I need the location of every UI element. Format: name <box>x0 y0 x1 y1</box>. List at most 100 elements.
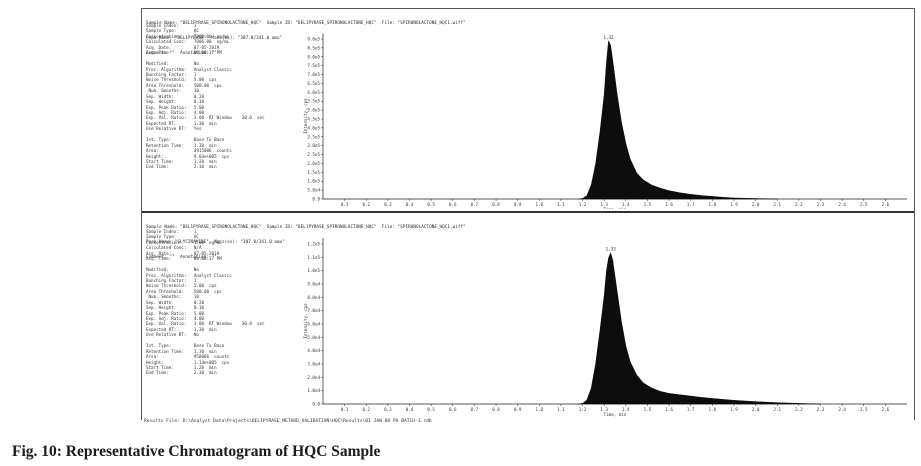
panel-bottom: Sample Name: "DEL1PYRASE_SPIRONOLACTONE_… <box>142 211 914 420</box>
parameter-row: Exp. Adj. Ratio: 4.00 <box>146 316 204 321</box>
parameter-row: Sample Index: 1 <box>146 23 197 28</box>
parameter-row: Noise Threshold: 5.00 cps <box>146 283 217 289</box>
peak-label: 1.33 <box>606 247 617 252</box>
parameter-row: Expected RT: 1.30 min <box>146 120 217 126</box>
parameter-row: Start Time: 1.20 min <box>146 364 217 370</box>
y-tick-label: 7.0e5 <box>307 72 320 77</box>
parameter-row: Sample Type: QC <box>146 234 199 240</box>
y-tick-label: 7.0e4 <box>307 308 320 313</box>
y-tick-label: 2.0e4 <box>307 375 320 380</box>
parameter-row: Start Time: 1.20 min <box>146 158 217 164</box>
x-tick-label: 0.5 <box>427 202 435 207</box>
parameter-row: Acq. Date: 07-05-2019 <box>146 250 220 256</box>
parameter-row: Retention Time: 1.30 min <box>146 348 217 354</box>
panel-header: Sample Name: "DEL1PYRASE_SPIRONOLACTONE_… <box>146 10 466 65</box>
x-tick-label: 1.2 <box>579 407 587 412</box>
parameter-row: Modified: No <box>146 267 199 273</box>
results-file-path: Results File: D:\Analyst Data\Projects\D… <box>144 419 432 424</box>
x-tick-label: 2.2 <box>795 407 803 412</box>
parameter-row: Sample Index: 1 <box>146 229 197 234</box>
x-tick-label: 0.9 <box>514 407 522 412</box>
parameter-row: Sep. Height: 0.10 <box>146 99 204 105</box>
panel-top: Sample Name: "DEL1PYRASE_SPIRONOLACTONE_… <box>142 9 914 209</box>
parameter-row: Modified: No <box>146 61 199 67</box>
parameter-row: Height: 1.14e+005 cps <box>146 359 230 365</box>
chromatogram-chart: 9.0e5 8.5e5 8.0e5 7.5e5 7.0e5 6.5e5 6.0e5 5.5e5… <box>303 33 907 209</box>
parameter-row: Expected RT: 1.30 min <box>146 326 217 332</box>
x-tick-label: 1.8 <box>709 202 717 207</box>
x-tick-label: 1.7 <box>687 202 695 207</box>
x-tick-label: 2.3 <box>817 202 825 207</box>
y-tick-label: 3.0e5 <box>307 143 320 148</box>
y-tick-label: 5.0e4 <box>307 188 320 193</box>
x-tick-label: 0.4 <box>406 407 414 412</box>
parameter-row: Sep. Width: 0.20 <box>146 299 204 305</box>
y-tick-label: 6.0e4 <box>307 322 320 327</box>
y-tick-label: 5.0e4 <box>307 335 320 340</box>
x-tick-label: 0.4 <box>406 202 414 207</box>
parameter-row: Int. Type: Base To Base <box>146 137 225 143</box>
parameter-row: Num. Smooths: 10 <box>146 294 199 300</box>
x-axis-label: Time, min <box>604 207 627 209</box>
x-tick-label: 1.3 <box>600 407 608 412</box>
parameter-row: Sep. Height: 0.10 <box>146 305 204 311</box>
y-tick-label: 5.5e5 <box>307 99 320 104</box>
peak-parameters: Sample Index: 1 Sample Type: QC Concentrat… <box>146 23 265 170</box>
x-tick-label: 2.6 <box>882 407 890 412</box>
y-tick-label: 8.5e5 <box>307 45 320 50</box>
x-tick-label: 1.5 <box>644 202 652 207</box>
x-tick-label: 2.0 <box>752 407 760 412</box>
parameter-row: Concentration: 1.00 ng/mL <box>146 239 222 245</box>
x-tick-label: 0.1 <box>341 407 349 412</box>
figure-caption: Fig. 10: Representative Chromatogram of … <box>12 443 381 460</box>
parameter-row: Concentration: 7000.00 ng/mL <box>146 33 230 39</box>
parameter-row: Acq. Time: 00:00:37 PM <box>146 50 222 56</box>
x-tick-label: 1.4 <box>622 202 630 207</box>
y-tick-label: 4.5e5 <box>307 117 320 122</box>
y-tick-label: 4.0e5 <box>307 125 320 130</box>
x-tick-label: 1.0 <box>536 202 544 207</box>
parameter-row: End Time: 2.10 min <box>146 370 217 376</box>
parameter-row: Noise Threshold: 5.00 cps <box>146 77 217 83</box>
parameter-row: Retention Time: 1.30 min <box>146 142 217 148</box>
x-tick-label: 1.1 <box>557 202 565 207</box>
parameter-row: Exp. Adj. Ratio: 4.00 <box>146 110 204 115</box>
parameter-row: Proc. Algorithm: Analyst Classic <box>146 272 232 278</box>
parameter-row: Int. Type: Base To Base <box>146 343 225 349</box>
parameter-row: Acq. Date: 07-05-2019 <box>146 44 220 50</box>
y-tick-label: 0.0 <box>312 402 320 407</box>
parameter-row: Area Threshold: 500.00 cps <box>146 288 222 294</box>
parameter-row: Area Threshold: 500.00 cps <box>146 82 222 88</box>
x-tick-label: 1.2 <box>579 202 587 207</box>
peak-parameters: Sample Index: 1 Sample Type: QC Concentrat… <box>146 229 265 376</box>
x-tick-label: 2.4 <box>838 202 846 207</box>
x-tick-label: 0.7 <box>471 407 479 412</box>
x-tick-label: 1.7 <box>687 407 695 412</box>
header-line-comment: Comment: "" Annotation: "" <box>146 254 217 259</box>
parameter-row: Calculated Conc: N/A <box>146 245 202 251</box>
parameter-row: Height: 9.84e+005 cps <box>146 153 230 159</box>
parameter-row: Bunching Factor: 1 <box>146 277 197 283</box>
x-tick-label: 2.5 <box>860 202 868 207</box>
x-tick-label: 0.3 <box>384 407 392 412</box>
y-tick-label: 9.0e4 <box>307 282 320 287</box>
parameter-row: Sep. Width: 0.20 <box>146 93 204 99</box>
panel-header: Sample Name: "DEL1PYRASE_SPIRONOLACTONE_… <box>146 214 466 269</box>
x-tick-label: 1.6 <box>665 407 673 412</box>
y-tick-label: 1.0e5 <box>307 179 320 184</box>
x-tick-label: 0.9 <box>514 202 522 207</box>
x-tick-label: 2.6 <box>882 202 890 207</box>
y-tick-label: 9.0e5 <box>307 37 320 42</box>
x-tick-label: 0.8 <box>492 407 500 412</box>
parameter-row: Exp. Peak Ratio: 5.00 <box>146 104 204 110</box>
parameter-row: Sample Type: QC <box>146 28 199 34</box>
x-tick-label: 1.0 <box>536 407 544 412</box>
parameter-row: Exp. Val. Ratio: 3.00 RT Window 30.0 sec <box>146 115 265 121</box>
x-tick-label: 1.1 <box>557 407 565 412</box>
x-tick-label: 1.8 <box>709 407 717 412</box>
header-line-comment: Comment: "" Annotation: "" <box>146 50 217 55</box>
y-tick-label: 6.5e5 <box>307 81 320 86</box>
x-tick-label: 2.5 <box>860 407 868 412</box>
y-tick-label: 2.0e5 <box>307 161 320 166</box>
x-tick-label: 1.5 <box>644 407 652 412</box>
